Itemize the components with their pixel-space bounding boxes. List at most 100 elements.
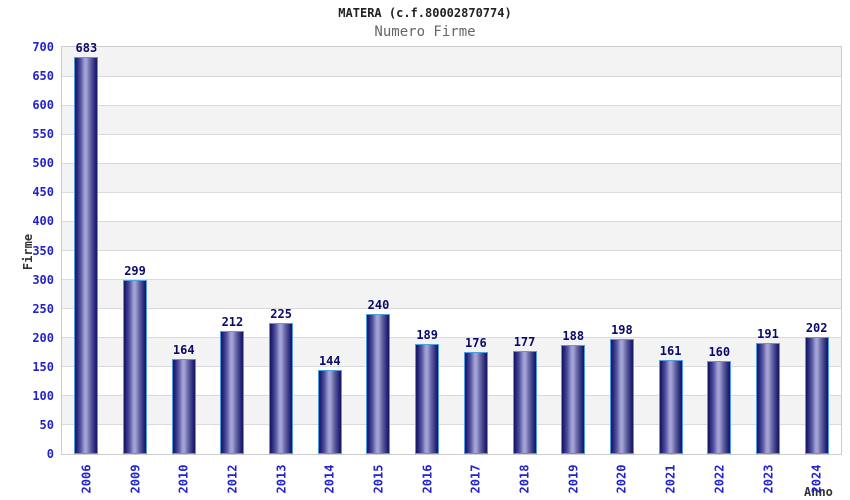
bar-value-label: 177 [513,335,536,349]
chart-subtitle: Numero Firme [374,24,476,40]
gridline [62,366,841,368]
x-tick-label: 2014 [312,460,348,498]
x-tick-text: 2006 [79,464,94,494]
gridline [62,133,841,135]
bar-value-label: 189 [416,328,438,342]
gridline [62,104,841,106]
gridline [62,337,841,339]
bar [220,331,245,454]
x-tick-text: 2024 [809,464,824,494]
x-tick-label: 2009 [117,460,153,498]
y-tick-label: 350 [32,243,54,258]
plot-band [62,47,841,77]
x-tick-text: 2016 [420,464,435,494]
gridline [62,191,841,193]
x-tick-label: 2022 [701,460,737,498]
x-tick-label: 2006 [68,460,104,498]
bar-value-label: 225 [270,307,292,321]
bar [609,339,634,454]
gridline [62,395,841,397]
plot-band [62,163,841,193]
bar [463,352,488,454]
gridline [62,162,841,164]
bar [512,351,537,454]
gridline [62,75,841,77]
bar [415,344,440,454]
gridline [62,308,841,310]
gridline [62,220,841,222]
bar-value-label: 188 [562,329,585,343]
y-tick-label: 0 [46,447,54,461]
bar-value-label: 176 [465,336,487,350]
bar-value-label: 212 [221,315,244,329]
x-axis-title: Anno [804,485,833,499]
gridline [62,250,841,251]
bar-value-label: 202 [805,321,828,335]
x-tick-text: 2017 [468,464,483,494]
x-tick-text: 2015 [371,464,386,494]
y-tick-label: 400 [32,214,54,229]
x-tick-label: 2015 [360,460,396,498]
bar-value-label: 160 [708,345,731,359]
x-tick-label: 2020 [604,460,640,498]
bar-value-label: 161 [659,344,682,358]
bar [171,359,196,454]
x-tick-text: 2020 [614,464,629,494]
x-tick-text: 2023 [760,464,775,494]
y-tick-label: 550 [32,127,54,142]
bar [123,280,148,454]
x-tick-label: 2021 [653,460,689,498]
bar [755,343,780,454]
x-tick-text: 2022 [712,464,727,494]
bar-value-label: 683 [75,41,98,55]
x-tick-text: 2010 [176,464,191,494]
y-tick-label: 100 [32,388,54,403]
y-tick-label: 650 [32,69,54,84]
x-tick-text: 2018 [517,464,532,494]
x-tick-label: 2017 [458,460,494,498]
y-tick-label: 150 [32,359,54,374]
bar-value-label: 191 [757,327,779,341]
x-tick-label: 2019 [555,460,591,498]
bar [317,370,342,454]
y-tick-label: 500 [32,156,54,171]
bar-value-label: 240 [367,298,390,312]
x-tick-label: 2018 [507,460,543,498]
x-tick-label: 2016 [409,460,445,498]
bar-value-label: 144 [318,354,341,368]
bar [269,323,294,454]
x-tick-label: 2012 [214,460,250,498]
bar [707,361,732,454]
bar [561,345,586,454]
x-tick-text: 2013 [274,464,289,494]
bar [74,57,99,454]
x-tick-text: 2019 [566,464,581,494]
y-tick-label: 600 [32,98,54,113]
gridline [62,279,841,281]
y-tick-label: 300 [32,272,54,287]
y-tick-label: 50 [39,417,54,432]
x-tick-text: 2012 [225,464,240,494]
gridline [62,424,841,426]
bar-value-label: 164 [172,343,195,357]
x-tick-text: 2009 [128,464,143,494]
x-tick-label: 2024 [799,460,835,498]
x-tick-label: 2013 [263,460,299,498]
bar-value-label: 299 [124,264,146,278]
plot-band [62,105,841,135]
plot-band [62,221,841,251]
bar [804,337,829,454]
y-tick-label: 200 [32,330,54,345]
y-tick-label: 450 [32,185,54,200]
x-tick-text: 2021 [663,464,678,494]
x-tick-text: 2014 [322,464,337,494]
bar [366,314,391,454]
y-tick-label: 700 [32,40,54,54]
y-tick-label: 250 [32,301,54,316]
plot-band [62,279,841,309]
x-tick-label: 2010 [166,460,202,498]
x-tick-label: 2023 [750,460,786,498]
bar-value-label: 198 [611,323,633,337]
bar [658,360,683,454]
